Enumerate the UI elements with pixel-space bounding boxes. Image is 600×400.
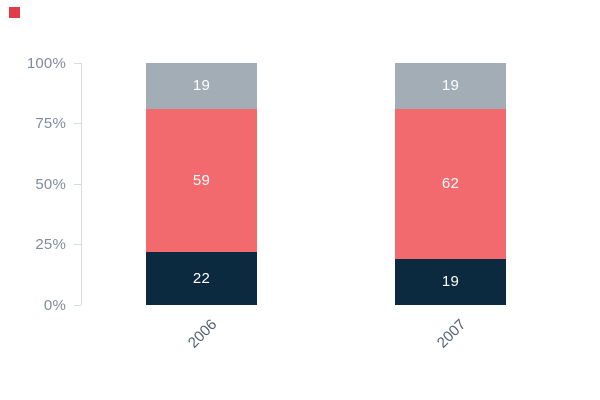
x-category-label-2006: 2006 <box>184 316 221 352</box>
segment-value-label: 19 <box>441 273 460 291</box>
y-tick-row: 25% <box>0 236 81 254</box>
x-category-label-2007: 2007 <box>433 316 470 352</box>
y-tick-row: 75% <box>0 115 81 133</box>
y-tick-mark <box>74 304 81 306</box>
y-tick-label: 75% <box>35 115 66 132</box>
bar-segment-bottom-segment: 22 <box>146 251 257 305</box>
segment-value-label: 19 <box>441 77 460 95</box>
y-tick-mark <box>74 123 81 124</box>
y-tick-row: 100% <box>0 54 81 72</box>
bar-segment-middle-segment: 62 <box>395 108 506 259</box>
y-tick-label: 25% <box>35 236 66 253</box>
y-tick-row: 50% <box>0 175 81 193</box>
bar-segment-top-segment: 19 <box>146 63 257 109</box>
stacked-bar-2006: 19 59 22 <box>146 63 257 305</box>
segment-value-label: 62 <box>441 175 460 193</box>
y-tick-row: 0% <box>0 296 81 314</box>
stacked-bar-2007: 19 62 19 <box>395 63 506 305</box>
y-tick-mark <box>74 183 81 185</box>
y-tick-mark <box>74 244 81 245</box>
segment-value-label: 22 <box>192 269 211 287</box>
segment-value-label: 59 <box>192 171 211 189</box>
bar-segment-bottom-segment: 19 <box>395 259 506 305</box>
y-axis-line <box>81 63 82 305</box>
y-tick-label: 100% <box>26 54 66 72</box>
bar-segment-top-segment: 19 <box>395 63 506 109</box>
bar-segment-middle-segment: 59 <box>146 108 257 252</box>
brand-mark-red-square <box>9 7 20 18</box>
y-tick-label: 0% <box>43 296 66 314</box>
y-tick-label: 50% <box>35 175 66 193</box>
y-tick-mark <box>74 62 81 64</box>
segment-value-label: 19 <box>192 77 211 95</box>
